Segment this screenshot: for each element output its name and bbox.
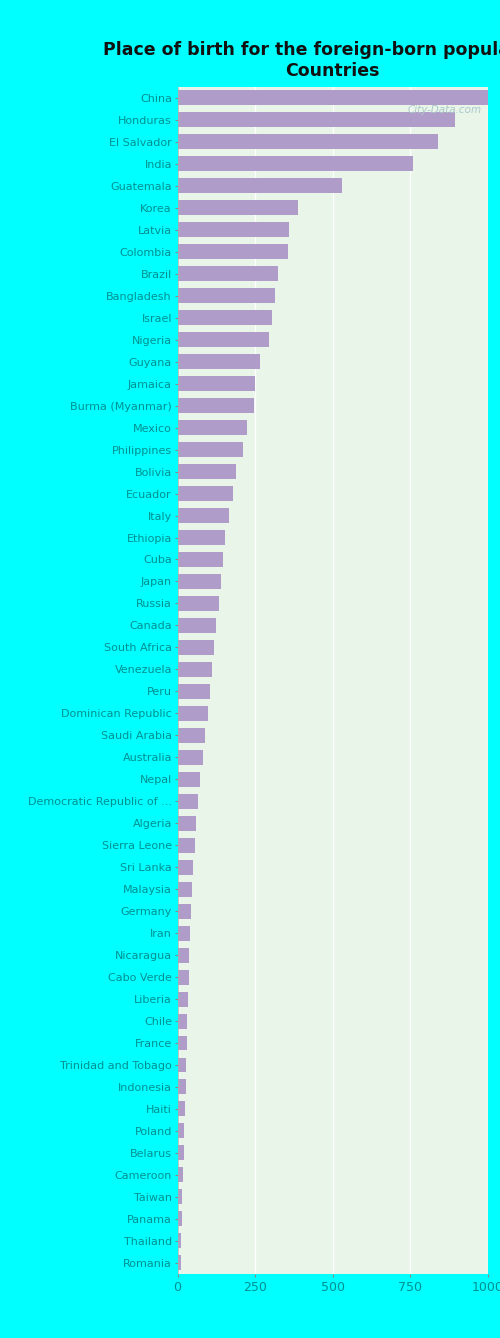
Bar	[178, 947, 190, 962]
Bar	[178, 1014, 188, 1029]
Bar	[178, 266, 278, 281]
Bar	[178, 399, 254, 413]
Bar	[178, 595, 218, 611]
Bar	[178, 1189, 182, 1204]
Bar	[178, 486, 233, 500]
Bar	[178, 178, 342, 194]
Bar	[178, 706, 208, 721]
Bar	[178, 1057, 186, 1073]
Bar	[178, 508, 228, 523]
Text: City-Data.com: City-Data.com	[407, 104, 482, 115]
Bar	[178, 288, 275, 304]
Bar	[178, 991, 188, 1006]
Bar	[178, 749, 203, 765]
Bar	[178, 553, 224, 567]
Bar	[178, 420, 247, 435]
Bar	[178, 793, 198, 808]
Bar	[178, 1080, 186, 1094]
Bar	[178, 112, 455, 127]
Bar	[178, 201, 298, 215]
Bar	[178, 1036, 187, 1050]
Bar	[178, 574, 221, 589]
Bar	[178, 1145, 184, 1160]
Bar	[178, 134, 438, 150]
Bar	[178, 91, 488, 106]
Bar	[178, 376, 255, 391]
Bar	[178, 355, 260, 369]
Bar	[178, 442, 242, 458]
Bar	[178, 728, 206, 743]
Bar	[178, 772, 200, 787]
Bar	[178, 530, 224, 545]
Bar	[178, 464, 236, 479]
Bar	[178, 684, 210, 698]
Bar	[178, 332, 269, 347]
Bar	[178, 816, 196, 831]
Bar	[178, 1167, 183, 1183]
Bar	[178, 903, 191, 919]
Bar	[178, 1211, 182, 1227]
Bar	[178, 1255, 180, 1270]
Bar	[178, 970, 188, 985]
Bar	[178, 1124, 184, 1139]
Bar	[178, 157, 413, 171]
Bar	[178, 662, 212, 677]
Bar	[178, 926, 190, 941]
Bar	[178, 860, 193, 875]
Bar	[178, 618, 216, 633]
Bar	[178, 245, 288, 260]
Bar	[178, 222, 289, 237]
Bar	[178, 310, 272, 325]
Bar	[178, 1101, 185, 1116]
Bar	[178, 838, 194, 852]
Title: Place of birth for the foreign-born population -
Countries: Place of birth for the foreign-born popu…	[103, 41, 500, 80]
Bar	[178, 1234, 181, 1248]
Bar	[178, 640, 214, 654]
Bar	[178, 882, 192, 896]
